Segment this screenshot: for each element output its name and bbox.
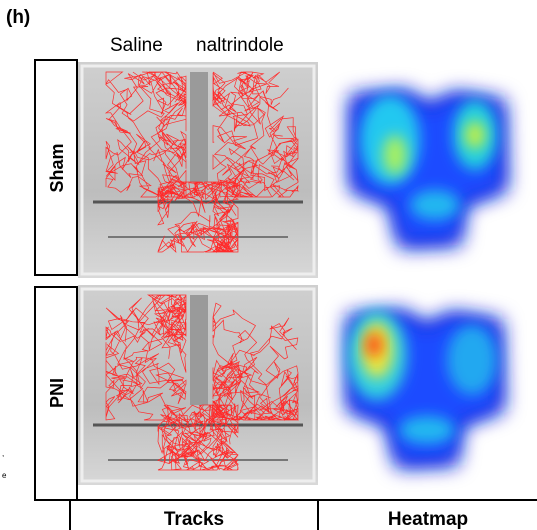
heatmap bbox=[347, 310, 504, 468]
figure-panel: (h) Saline naltrindole , e Sham PNI Trac… bbox=[0, 0, 537, 530]
footer-label: Tracks bbox=[164, 509, 224, 530]
heat-spot bbox=[383, 135, 407, 175]
cropped-text: , bbox=[2, 449, 4, 458]
panel-label: (h) bbox=[6, 7, 30, 28]
column-label: Saline bbox=[110, 35, 163, 56]
footer-label: Heatmap bbox=[388, 509, 468, 530]
row-label: Sham bbox=[47, 143, 67, 192]
column-label: naltrindole bbox=[196, 35, 284, 56]
row-label: PNI bbox=[47, 378, 67, 408]
figure: (h) Saline naltrindole , e Sham PNI Trac… bbox=[0, 0, 537, 530]
heat-spot bbox=[465, 121, 485, 149]
heat-spot bbox=[366, 333, 382, 357]
divider bbox=[190, 295, 208, 405]
cropped-text: e bbox=[2, 471, 7, 480]
heat-spot bbox=[399, 416, 455, 444]
heat-spot bbox=[447, 325, 497, 395]
heatmap bbox=[350, 90, 507, 248]
divider bbox=[190, 72, 208, 182]
heat-spot bbox=[410, 190, 460, 220]
